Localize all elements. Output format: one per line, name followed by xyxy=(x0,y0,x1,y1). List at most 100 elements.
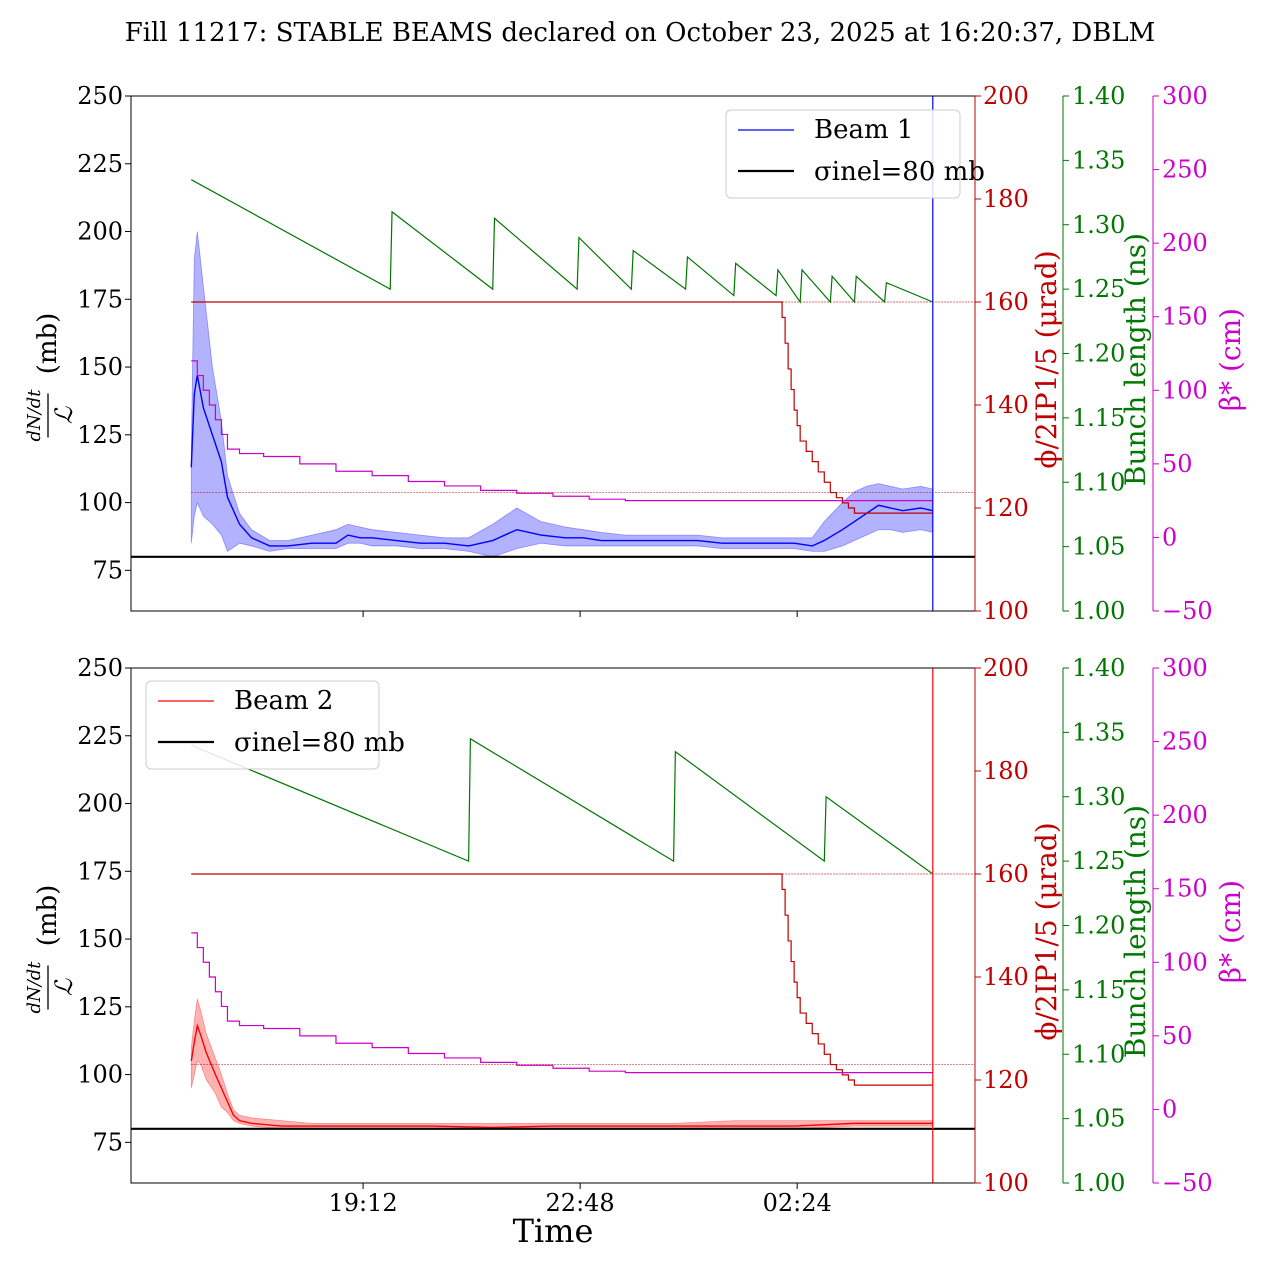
y-right-1-tick-label: 120 xyxy=(983,494,1029,522)
legend-entry-beam: Beam 2 xyxy=(234,686,333,716)
series-beam-1 xyxy=(190,375,933,547)
y-right-3-axis-label: β* (cm) xyxy=(1214,880,1247,983)
series-crossing-angle xyxy=(191,301,933,514)
y-right-2-tick-label: 1.05 xyxy=(1072,1105,1125,1133)
y-right-1-tick-label: 180 xyxy=(983,185,1029,213)
x-tick-label: 02:24 xyxy=(763,1189,832,1217)
y-right-3-tick-label: 300 xyxy=(1162,82,1208,110)
legend-entry-sigma: σinel=80 mb xyxy=(234,728,405,758)
y-right-2-axis-label-text: Bunch length (ns) xyxy=(1119,233,1152,486)
y-left-tick-label: 75 xyxy=(92,1128,123,1156)
y-right-3-tick-label: 100 xyxy=(1162,948,1208,976)
y-right-3-tick-label: −50 xyxy=(1162,597,1213,625)
y-right-2-tick-label: 1.20 xyxy=(1072,340,1125,368)
y-right-2-tick-label: 1.40 xyxy=(1072,82,1125,110)
y-left-label-numerator: dN/dt xyxy=(24,961,45,1014)
y-right-3-tick-label: 300 xyxy=(1162,654,1208,682)
y-right-3-tick-label: 0 xyxy=(1162,1095,1177,1123)
y-left-tick-label: 225 xyxy=(77,150,123,178)
y-left-tick-label: 175 xyxy=(77,285,123,313)
y-left-label-unit: (mb) xyxy=(33,313,63,375)
y-right-1-tick-label: 100 xyxy=(983,1169,1029,1197)
y-left-label-denominator: ℒ xyxy=(50,406,78,424)
plot-area xyxy=(131,96,975,611)
y-right-1-axis-label: ϕ/2IP1/5 (μrad) xyxy=(1030,822,1063,1040)
y-right-1-tick-label: 100 xyxy=(983,597,1029,625)
y-right-1-tick-label: 140 xyxy=(983,963,1029,991)
y-left-tick-label: 125 xyxy=(77,421,123,449)
y-right-3-axis-label: β* (cm) xyxy=(1214,308,1247,411)
y-right-2-tick-label: 1.25 xyxy=(1072,275,1125,303)
y-right-1-tick-label: 200 xyxy=(983,654,1029,682)
y-left-tick-label: 175 xyxy=(77,857,123,885)
y-right-1-tick-label: 180 xyxy=(983,757,1029,785)
y-left-tick-label: 225 xyxy=(77,722,123,750)
y-left-axis-label: dN/dt ℒ (mb) xyxy=(24,885,78,1014)
figure-title: Fill 11217: STABLE BEAMS declared on Oct… xyxy=(124,18,1156,48)
y-right-1-tick-label: 200 xyxy=(983,82,1029,110)
y-right-1-tick-label: 160 xyxy=(983,288,1029,316)
y-right-2-axis-label-text: Bunch length (ns) xyxy=(1119,805,1152,1058)
x-axis-label: Time xyxy=(513,1212,594,1250)
series-bunch-length xyxy=(190,179,934,304)
y-left-label-numerator: dN/dt xyxy=(24,389,45,442)
panel-top: 75 100 125 150 175 200 225 250 100 120 140 160 180 20… xyxy=(24,82,1247,625)
y-right-2-tick-label: 1.05 xyxy=(1072,533,1125,561)
y-left-tick-label: 100 xyxy=(77,489,123,517)
legend-entry-beam: Beam 1 xyxy=(814,115,913,145)
y-right-3-tick-label: 200 xyxy=(1162,229,1208,257)
band-beam-1 xyxy=(190,231,934,558)
y-left-tick-label: 150 xyxy=(77,925,123,953)
y-right-2-tick-label: 1.30 xyxy=(1072,783,1125,811)
series-beam-2 xyxy=(190,1023,933,1129)
y-right-3-tick-label: 50 xyxy=(1162,1022,1193,1050)
y-left-tick-label: 75 xyxy=(92,556,123,584)
y-left-tick-label: 125 xyxy=(77,993,123,1021)
y-right-3-tick-label: −50 xyxy=(1162,1169,1213,1197)
y-right-3-axis-label-text: β* (cm) xyxy=(1214,308,1247,411)
y-right-2-axis-label: Bunch length (ns) xyxy=(1119,805,1152,1058)
y-left-tick-label: 100 xyxy=(77,1061,123,1089)
legend-box xyxy=(725,109,961,199)
y-right-1-tick-label: 120 xyxy=(983,1066,1029,1094)
y-right-2-tick-label: 1.20 xyxy=(1072,912,1125,940)
x-tick-label: 22:48 xyxy=(546,1189,615,1217)
y-right-3-tick-label: 50 xyxy=(1162,450,1193,478)
y-right-2-tick-label: 1.10 xyxy=(1072,468,1125,496)
legend: Beam 1 σinel=80 mb xyxy=(725,109,985,199)
y-right-1-tick-label: 140 xyxy=(983,391,1029,419)
y-left-tick-label: 150 xyxy=(77,353,123,381)
y-right-2-tick-label: 1.15 xyxy=(1072,404,1125,432)
y-right-2-tick-label: 1.35 xyxy=(1072,146,1125,174)
y-right-2-tick-label: 1.15 xyxy=(1072,976,1125,1004)
y-right-2-tick-label: 1.40 xyxy=(1072,654,1125,682)
y-right-2-axis-label: Bunch length (ns) xyxy=(1119,233,1152,486)
y-right-3-tick-label: 200 xyxy=(1162,801,1208,829)
legend-entry-sigma: σinel=80 mb xyxy=(814,157,985,187)
y-right-1-axis-label-text: ϕ/2IP1/5 (μrad) xyxy=(1030,822,1063,1040)
series-bunch-length xyxy=(191,737,934,875)
series-beta-star xyxy=(191,932,933,1074)
y-right-2-tick-label: 1.30 xyxy=(1072,211,1125,239)
legend-box xyxy=(145,680,380,770)
y-right-3-tick-label: 0 xyxy=(1162,523,1177,551)
x-tick-label: 19:12 xyxy=(329,1189,398,1217)
y-right-3-tick-label: 100 xyxy=(1162,376,1208,404)
y-left-tick-label: 250 xyxy=(77,82,123,110)
y-left-tick-label: 200 xyxy=(77,790,123,818)
y-right-3-axis-label-text: β* (cm) xyxy=(1214,880,1247,983)
y-right-2-tick-label: 1.00 xyxy=(1072,597,1125,625)
plot-area xyxy=(131,668,975,1183)
legend: Beam 2 σinel=80 mb xyxy=(145,680,405,770)
y-right-1-axis-label: ϕ/2IP1/5 (μrad) xyxy=(1030,250,1063,468)
y-left-tick-label: 250 xyxy=(77,654,123,682)
band-beam-2 xyxy=(190,998,934,1130)
y-right-2-tick-label: 1.00 xyxy=(1072,1169,1125,1197)
y-left-label-denominator: ℒ xyxy=(50,978,78,996)
y-left-tick-label: 200 xyxy=(77,218,123,246)
y-right-2-tick-label: 1.25 xyxy=(1072,847,1125,875)
y-right-1-tick-label: 160 xyxy=(983,860,1029,888)
panel-bottom: 75 100 125 150 175 200 225 250 100 120 140 160 180 20… xyxy=(24,654,1247,1217)
y-left-label-unit: (mb) xyxy=(33,885,63,947)
